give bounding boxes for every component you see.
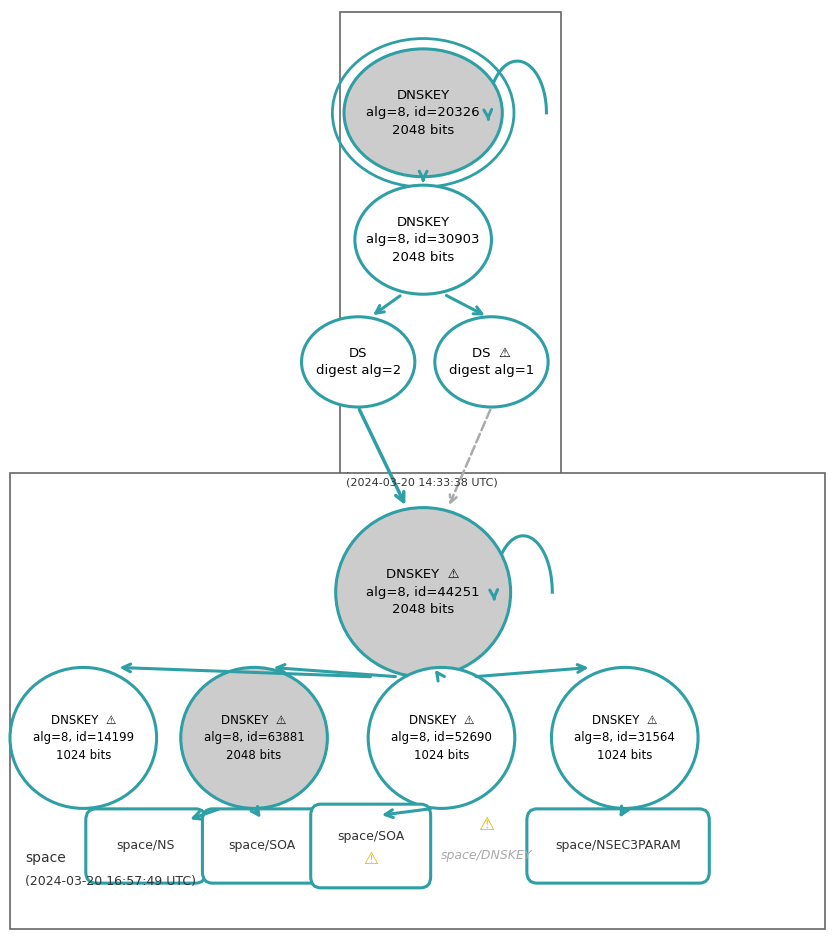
Text: DNSKEY  ⚠
alg=8, id=44251
2048 bits: DNSKEY ⚠ alg=8, id=44251 2048 bits [367,568,480,617]
Ellipse shape [181,667,327,808]
Ellipse shape [302,317,415,407]
Text: DNSKEY  ⚠
alg=8, id=63881
2048 bits: DNSKEY ⚠ alg=8, id=63881 2048 bits [204,713,304,762]
Text: space/SOA: space/SOA [337,830,404,843]
FancyBboxPatch shape [526,808,709,884]
Text: DNSKEY
alg=8, id=20326
2048 bits: DNSKEY alg=8, id=20326 2048 bits [367,88,480,137]
Text: (2024-03-20 16:57:49 UTC): (2024-03-20 16:57:49 UTC) [25,875,196,888]
Text: DNSKEY  ⚠
alg=8, id=31564
1024 bits: DNSKEY ⚠ alg=8, id=31564 1024 bits [574,713,676,762]
Text: space/NS: space/NS [117,839,175,853]
Text: space/SOA: space/SOA [229,839,296,853]
Ellipse shape [10,667,157,808]
Ellipse shape [435,317,548,407]
Text: ⚠: ⚠ [363,850,378,869]
Text: space/NSEC3PARAM: space/NSEC3PARAM [556,839,681,853]
FancyBboxPatch shape [202,808,322,884]
Text: ⚠: ⚠ [478,816,495,835]
Text: DS
digest alg=2: DS digest alg=2 [316,347,401,377]
FancyBboxPatch shape [311,804,431,887]
Ellipse shape [355,185,491,294]
Text: .: . [346,465,349,475]
Text: DS  ⚠
digest alg=1: DS ⚠ digest alg=1 [449,347,534,377]
Ellipse shape [368,667,515,808]
Text: space: space [25,852,66,865]
Text: DNSKEY
alg=8, id=30903
2048 bits: DNSKEY alg=8, id=30903 2048 bits [367,215,480,264]
Ellipse shape [344,49,502,177]
FancyBboxPatch shape [86,808,206,884]
Text: DNSKEY  ⚠
alg=8, id=14199
1024 bits: DNSKEY ⚠ alg=8, id=14199 1024 bits [32,713,134,762]
Text: DNSKEY  ⚠
alg=8, id=52690
1024 bits: DNSKEY ⚠ alg=8, id=52690 1024 bits [391,713,492,762]
FancyBboxPatch shape [10,473,825,929]
FancyBboxPatch shape [340,12,561,515]
Ellipse shape [336,508,511,677]
Text: space/DNSKEY: space/DNSKEY [441,849,532,862]
Ellipse shape [551,667,698,808]
Text: (2024-03-20 14:33:38 UTC): (2024-03-20 14:33:38 UTC) [346,478,497,487]
